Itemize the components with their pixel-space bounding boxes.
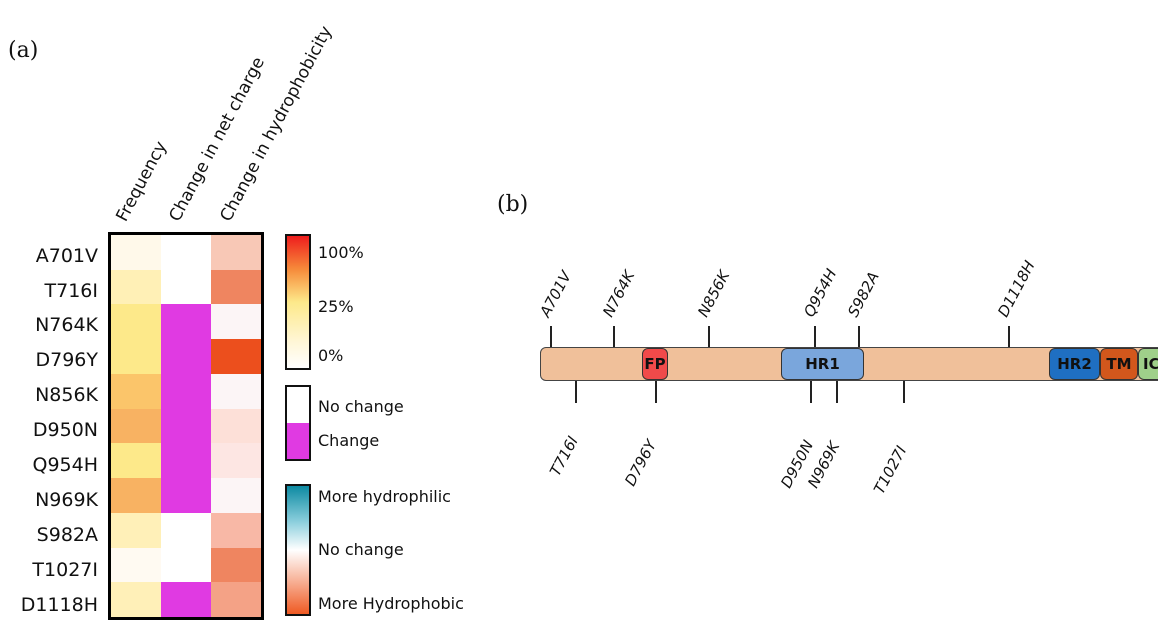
heatmap-cell-n969k-frequency xyxy=(111,478,161,513)
legend-change-charge: Change xyxy=(318,431,380,450)
mutation-label-n764k: N764K xyxy=(599,267,639,320)
heatmap-cell-t1027i-frequency xyxy=(111,547,161,583)
hydro-legend-bar xyxy=(285,484,311,616)
mutation-label-s982a: S982A xyxy=(844,268,883,320)
row-label: N969K xyxy=(35,489,98,511)
mutation-label-n856k: N856K xyxy=(694,267,734,320)
panel-b-label: (b) xyxy=(497,192,529,217)
heatmap-cell-d796y-net-charge xyxy=(161,339,211,374)
mutation-label-d1118h: D1118H xyxy=(994,257,1039,320)
heatmap-cell-n969k-net-charge xyxy=(161,478,211,513)
domain-fp: FP xyxy=(642,348,668,380)
heatmap-cell-a701v-hydrophobicity xyxy=(211,235,261,270)
heatmap-cell-n969k-hydrophobicity xyxy=(211,478,261,513)
mutation-label-d796y: D796Y xyxy=(621,436,661,489)
heatmap-grid xyxy=(108,232,264,620)
legend-no-change-charge: No change xyxy=(318,397,404,416)
panel-a-label: (a) xyxy=(8,38,39,63)
heatmap-cell-d1118h-hydrophobicity xyxy=(211,582,261,617)
heatmap-cell-d950n-hydrophobicity xyxy=(211,408,261,444)
heatmap-cell-s982a-net-charge xyxy=(161,512,211,548)
tick-t1027i xyxy=(903,381,905,403)
domain-hr2: HR2 xyxy=(1049,348,1100,380)
heatmap-cell-n856k-hydrophobicity xyxy=(211,373,261,409)
tick-s982a xyxy=(858,326,860,347)
tick-q954h xyxy=(814,326,816,347)
legend-more-hydrophobic: More Hydrophobic xyxy=(318,594,464,613)
row-label: S982A xyxy=(36,524,98,546)
tick-a701v xyxy=(550,326,552,347)
heatmap-cell-d796y-frequency xyxy=(111,339,161,374)
heatmap-cell-a701v-frequency xyxy=(111,235,161,270)
heatmap-cell-t1027i-net-charge xyxy=(161,547,211,583)
domain-hr1: HR1 xyxy=(781,348,864,380)
row-label: T1027I xyxy=(32,559,98,581)
heatmap-cell-n764k-frequency xyxy=(111,304,161,340)
mutation-label-t716i: T716I xyxy=(546,433,582,479)
heatmap-cell-t1027i-hydrophobicity xyxy=(211,547,261,583)
tick-t716i xyxy=(575,381,577,403)
domain-ic: IC xyxy=(1138,348,1158,380)
row-label: N856K xyxy=(35,384,98,406)
legend-0: 0% xyxy=(318,346,344,365)
row-label: T716I xyxy=(44,280,98,302)
heatmap-cell-n764k-hydrophobicity xyxy=(211,304,261,340)
mutation-label-a701v: A701V xyxy=(536,268,576,320)
domain-tm: TM xyxy=(1100,348,1138,380)
heatmap-cell-a701v-net-charge xyxy=(161,235,211,270)
column-header-net-charge: Change in net charge xyxy=(165,53,270,226)
heatmap-cell-n856k-net-charge xyxy=(161,373,211,409)
heatmap-cell-n856k-frequency xyxy=(111,373,161,409)
heatmap-cell-s982a-frequency xyxy=(111,512,161,548)
legend-no-change-hydro: No change xyxy=(318,540,404,559)
heatmap-cell-q954h-hydrophobicity xyxy=(211,443,261,479)
tick-n856k xyxy=(708,326,710,347)
legend-more-hydrophilic: More hydrophilic xyxy=(318,487,451,506)
row-label: A701V xyxy=(35,245,98,267)
heatmap-cell-d796y-hydrophobicity xyxy=(211,339,261,374)
tick-d796y xyxy=(655,381,657,403)
legend-100: 100% xyxy=(318,243,364,262)
tick-d1118h xyxy=(1008,326,1010,347)
heatmap-cell-t716i-hydrophobicity xyxy=(211,269,261,305)
heatmap-cell-d1118h-net-charge xyxy=(161,582,211,617)
row-label: D1118H xyxy=(20,594,98,616)
frequency-legend-bar xyxy=(285,234,311,370)
heatmap-cell-d950n-frequency xyxy=(111,408,161,444)
mutation-label-t1027i: T1027I xyxy=(870,442,911,497)
tick-n764k xyxy=(613,326,615,347)
column-header-frequency: Frequency xyxy=(112,138,172,225)
charge-legend-bar xyxy=(285,385,311,461)
tick-n969k xyxy=(836,381,838,403)
row-label: D950N xyxy=(32,419,98,441)
heatmap-cell-t716i-frequency xyxy=(111,269,161,305)
row-label: Q954H xyxy=(32,454,98,476)
heatmap-cell-q954h-net-charge xyxy=(161,443,211,479)
row-label: D796Y xyxy=(35,349,98,371)
mutation-label-q954h: Q954H xyxy=(800,265,841,320)
heatmap-cell-q954h-frequency xyxy=(111,443,161,479)
tick-d950n xyxy=(810,381,812,403)
legend-25: 25% xyxy=(318,297,354,316)
heatmap-cell-d950n-net-charge xyxy=(161,408,211,444)
heatmap-cell-s982a-hydrophobicity xyxy=(211,512,261,548)
heatmap-cell-d1118h-frequency xyxy=(111,582,161,617)
heatmap-cell-t716i-net-charge xyxy=(161,269,211,305)
heatmap-cell-n764k-net-charge xyxy=(161,304,211,340)
row-label: N764K xyxy=(35,314,98,336)
